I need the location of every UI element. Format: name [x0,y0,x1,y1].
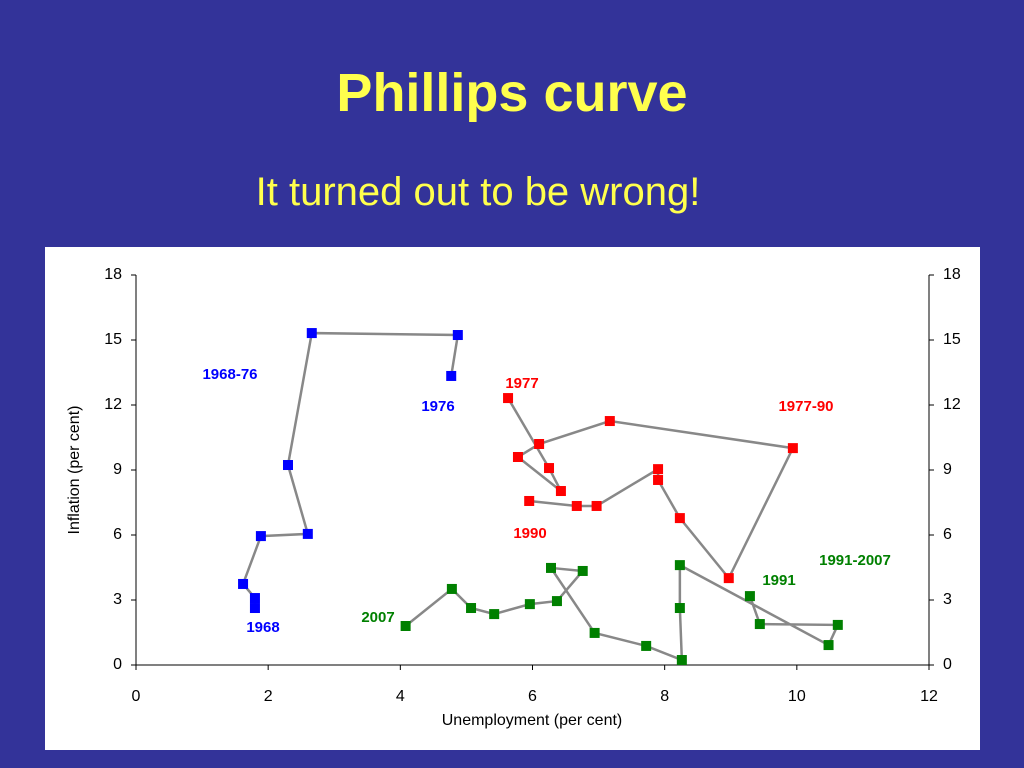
annotation: 2007 [361,609,394,626]
marker [555,486,566,497]
y-tick-label: 9 [113,461,122,478]
marker [676,655,687,666]
marker [503,393,514,404]
marker [255,531,266,542]
x-tick-label: 2 [264,688,273,705]
y-tick-label-right: 0 [943,656,952,673]
marker [302,528,313,539]
y-tick-label: 18 [104,266,122,283]
marker [282,460,293,471]
slide-subtitle: It turned out to be wrong! [255,170,701,214]
marker [641,640,652,651]
y-tick-label: 12 [104,396,122,413]
marker [446,583,457,594]
marker [512,452,523,462]
y-tick-label: 6 [113,526,122,543]
marker [446,370,457,381]
series-label: 1991-2007 [819,552,891,569]
marker [571,500,582,511]
x-tick-label: 12 [920,688,938,705]
chart-panel [45,247,980,750]
marker [787,443,798,454]
marker [577,565,588,576]
marker [653,474,664,485]
x-tick-label: 6 [528,688,537,705]
y-tick-label-right: 15 [943,331,961,348]
marker [306,328,317,339]
annotation: 1991 [762,572,795,589]
x-tick-label: 10 [788,688,806,705]
marker [489,609,500,620]
marker [604,416,615,427]
marker [524,599,535,610]
series-label: 1977-90 [778,398,833,415]
marker [400,621,411,631]
x-tick-label: 4 [396,688,405,705]
marker [674,513,685,524]
marker [238,578,249,589]
marker [524,495,535,506]
marker [544,463,555,474]
marker [744,591,755,602]
annotation: 1968 [246,619,279,636]
marker [551,596,562,607]
y-tick-label-right: 9 [943,461,952,478]
marker [534,439,545,449]
marker [832,619,843,630]
y-tick-label-right: 12 [943,396,961,413]
y-tick-label-right: 18 [943,266,961,283]
series-line [506,397,795,581]
marker [674,603,685,614]
marker [754,619,765,630]
y-tick-label-right: 6 [943,526,952,543]
annotation: 1976 [421,398,454,415]
marker [249,603,260,614]
y-axis-label: Inflation (per cent) [66,406,83,535]
marker [591,500,602,511]
x-tick-label: 0 [132,688,141,705]
annotation: 1990 [513,525,546,542]
marker [653,464,664,475]
y-tick-label-right: 3 [943,591,952,608]
marker [823,640,834,651]
marker [452,330,463,341]
slide-title: Phillips curve [336,63,688,123]
annotation: 1977 [505,375,538,392]
y-tick-label: 15 [104,331,122,348]
marker [723,573,734,584]
series-label: 1968-76 [202,366,257,383]
marker [466,603,477,614]
y-tick-label: 0 [113,656,122,673]
y-tick-label: 3 [113,591,122,608]
marker [249,593,260,604]
x-axis-label: Unemployment (per cent) [442,712,623,729]
marker [546,562,557,573]
x-tick-label: 8 [660,688,669,705]
marker [674,560,685,571]
marker [589,627,600,638]
